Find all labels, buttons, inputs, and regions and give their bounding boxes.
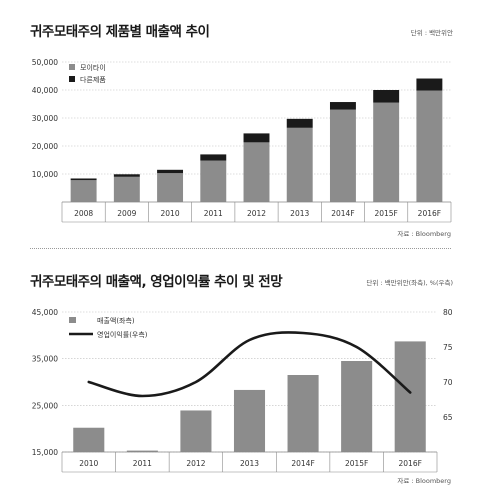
chart2-ytick-right-label: 65	[443, 413, 453, 422]
chart2-ytick-left-label: 35,000	[32, 355, 58, 364]
chart1-bar-1	[70, 180, 97, 202]
chart1-bar-4	[200, 160, 227, 202]
chart1-xtick-label: 2015F	[374, 209, 397, 218]
chart2-legend-swatch-1	[69, 317, 76, 323]
chart2-legend-label-2: 영업이익률(우측)	[97, 330, 148, 339]
chart1-plot: 10,000 20,000 30,000 40,000 50,000 2008 2009 20…	[32, 58, 452, 223]
chart1-xtick-label: 2011	[204, 209, 223, 218]
chart1-ytick-label: 10,000	[32, 170, 58, 179]
chart1-xtick-label: 2014F	[331, 209, 354, 218]
chart1-legend-swatch-2	[69, 76, 75, 82]
chart1-bar-top-1	[70, 178, 97, 181]
chart2-xtick-label: 2014F	[291, 459, 314, 468]
chart2-ytick-left-label: 25,000	[32, 401, 58, 410]
chart2-bar-7	[394, 341, 426, 452]
chart1-title: 귀주모태주의 제품별 매출액 추이	[30, 24, 210, 40]
chart1-bar-7	[329, 109, 356, 202]
chart1-ytick-label: 30,000	[32, 114, 58, 123]
chart2-legend-label-1: 매출액(좌측)	[97, 316, 135, 325]
chart1-bar-8	[373, 102, 400, 202]
chart1-xtick-label: 2016F	[418, 209, 441, 218]
chart1-bar-top-7	[329, 102, 356, 110]
chart2-bar-6	[341, 361, 373, 452]
chart2-ytick-right-label: 75	[443, 343, 453, 352]
chart1-xtick-label: 2013	[290, 209, 309, 218]
chart1-ytick-label: 20,000	[32, 142, 58, 151]
chart1-legend-swatch-1	[69, 64, 75, 70]
chart1-ytick-label: 50,000	[32, 58, 58, 67]
chart2-ytick-left-label: 15,000	[32, 448, 58, 457]
chart2-bar-5	[287, 375, 319, 452]
chart2-title: 귀주모태주의 매출액, 영업이익률 추이 및 전망	[30, 274, 283, 290]
chart1-source: 자료 : Bloomberg	[397, 230, 451, 238]
chart2-xtick-label: 2011	[133, 459, 152, 468]
chart1-xtick-label: 2009	[117, 209, 136, 218]
chart1-ytick-label: 40,000	[32, 86, 58, 95]
chart1-xtick-label: 2012	[247, 209, 266, 218]
chart1-bar-top-6	[286, 118, 313, 128]
chart2-xtick-label: 2010	[79, 459, 98, 468]
chart2-xtick-label: 2015F	[345, 459, 368, 468]
chart1-bar-6	[286, 127, 313, 202]
chart1-bar-9	[416, 90, 443, 202]
chart1-unit-note: 단위 : 백만위안	[410, 29, 453, 37]
chart2-bar-4	[233, 389, 266, 452]
chart2-xtick-label: 2016F	[399, 459, 422, 468]
chart1-legend-label-1: 모이타이	[80, 63, 106, 72]
chart1-bar-top-9	[416, 78, 443, 91]
chart2-xtick-label: 2013	[240, 459, 259, 468]
chart2-unit-note: 단위 : 백만위안(좌측), %(우측)	[366, 279, 453, 287]
chart2-bar-3	[180, 410, 212, 452]
chart2-ytick-right-label: 70	[443, 378, 453, 387]
chart2-line-operating-margin	[87, 331, 412, 398]
chart1-bar-2	[113, 176, 140, 202]
chart2-bar-1	[73, 427, 105, 452]
chart1-bar-top-3	[157, 169, 184, 174]
chart1-legend-label-2: 다른제품	[80, 75, 106, 84]
chart1-bar-top-8	[373, 90, 400, 103]
chart2-xtick-label: 2012	[186, 459, 205, 468]
chart1-bar-top-2	[113, 174, 140, 177]
chart1-bar-top-4	[200, 154, 227, 161]
chart1-xtick-label: 2010	[161, 209, 180, 218]
chart1-bar-top-5	[243, 133, 270, 143]
chart2-ytick-right-label: 80	[443, 308, 453, 317]
chart1-xtick-label: 2008	[74, 209, 93, 218]
chart1-bar-3	[157, 173, 184, 202]
chart1-bar-5	[243, 142, 270, 202]
chart2-source: 자료 : Bloomberg	[397, 477, 451, 485]
chart2-ytick-left-label: 45,000	[32, 308, 58, 317]
chart2-bar-2	[126, 450, 158, 452]
chart-divider	[30, 248, 451, 249]
